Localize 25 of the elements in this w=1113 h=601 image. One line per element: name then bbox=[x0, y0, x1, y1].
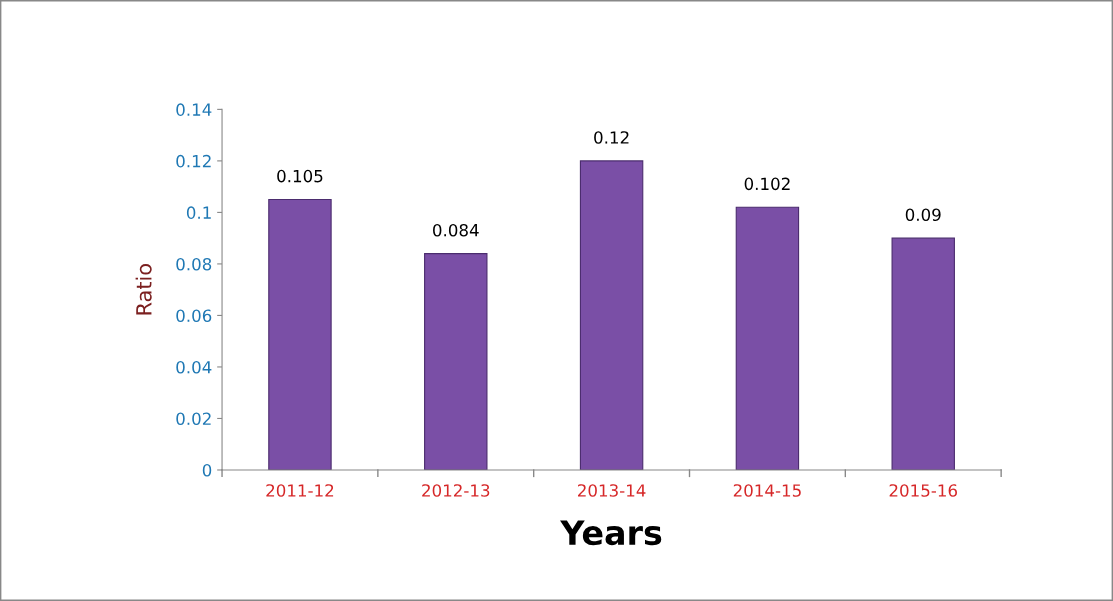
data-label: 0.12 bbox=[594, 131, 629, 144]
data-label: 0.105 bbox=[277, 169, 323, 183]
x-tick-label: 2013-14 bbox=[578, 484, 646, 497]
y-axis-title: Ratio bbox=[135, 264, 152, 315]
bar bbox=[268, 198, 332, 470]
bar bbox=[891, 237, 955, 470]
data-label: 0.084 bbox=[433, 223, 479, 237]
x-axis-title: Years bbox=[560, 520, 662, 546]
y-tick-label: 0.14 bbox=[176, 103, 212, 116]
x-tick-label: 2014-15 bbox=[733, 484, 801, 497]
y-tick-label: 0.02 bbox=[176, 412, 211, 426]
y-tick-label: 0 bbox=[202, 463, 212, 477]
x-tick-label: 2011-12 bbox=[266, 484, 334, 497]
y-tick-label: 0.12 bbox=[176, 154, 211, 168]
y-tick-label: 0.04 bbox=[176, 360, 212, 374]
bar bbox=[735, 206, 800, 470]
y-tick-label: 0.08 bbox=[176, 257, 212, 271]
data-label: 0.09 bbox=[905, 208, 941, 222]
bar bbox=[424, 253, 488, 470]
data-label: 0.102 bbox=[744, 177, 790, 191]
x-tick-label: 2015-16 bbox=[889, 484, 957, 497]
bar bbox=[579, 160, 644, 470]
y-tick-label: 0.1 bbox=[186, 206, 211, 219]
y-tick-label: 0.06 bbox=[176, 309, 212, 323]
x-tick-label: 2012-13 bbox=[422, 484, 490, 497]
